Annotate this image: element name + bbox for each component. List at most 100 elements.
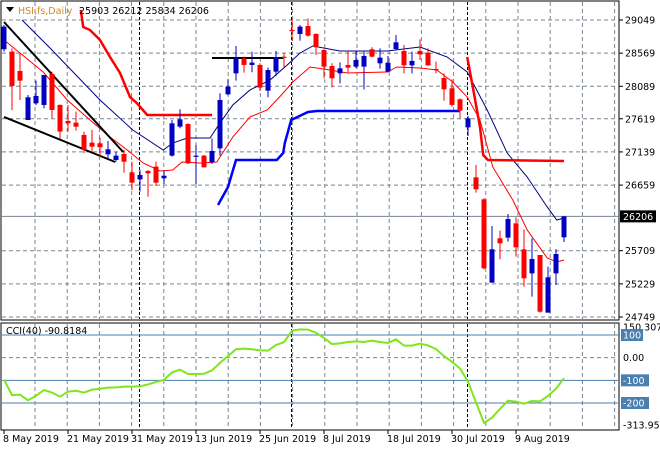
candle-body: [497, 238, 503, 244]
candle-body: [25, 97, 31, 121]
candle-body: [521, 249, 527, 279]
date-label: 31 May 2019: [131, 434, 193, 445]
price-tick-label: 25229: [625, 279, 655, 290]
price-tick-label: 29049: [625, 16, 655, 27]
candle: [489, 225, 495, 283]
candle: [41, 74, 47, 109]
candle: [81, 131, 87, 154]
candle-body: [425, 52, 431, 66]
candle-body: [449, 88, 455, 105]
cci-tick-label: -313.9504: [623, 421, 660, 432]
candle-body: [505, 218, 511, 238]
candle-body: [105, 149, 111, 155]
candle: [217, 93, 223, 156]
candle-body: [273, 57, 279, 72]
candle: [33, 80, 39, 105]
candle: [401, 45, 407, 74]
candle-body: [97, 143, 103, 148]
candle-body: [49, 74, 55, 110]
candle-body: [385, 62, 391, 72]
candle: [521, 229, 527, 287]
candle-body: [249, 62, 255, 65]
candle: [529, 238, 535, 297]
candle-body: [441, 78, 447, 90]
candle-body: [257, 64, 263, 88]
candle: [337, 62, 343, 84]
candle-body: [217, 99, 223, 149]
grid-lines: [2, 2, 618, 429]
candle: [281, 53, 287, 68]
candle: [9, 48, 15, 110]
candle: [321, 49, 327, 79]
candle: [289, 20, 295, 41]
candle: [473, 164, 479, 193]
candle-body: [121, 153, 127, 162]
candle: [145, 169, 151, 197]
candle-body: [17, 70, 23, 81]
cci-tick-label: 100: [623, 331, 641, 342]
cci-level-box: [621, 329, 643, 341]
candle: [1, 24, 7, 52]
candle: [241, 56, 247, 73]
candle-body: [457, 99, 463, 111]
candle-body: [561, 216, 567, 238]
candle-body: [553, 254, 559, 274]
candle: [273, 51, 279, 77]
candle-body: [417, 51, 423, 55]
candle-body: [33, 95, 39, 104]
current-price-box: [620, 210, 656, 223]
candles: [1, 18, 567, 313]
price-tick-label: 28089: [625, 82, 655, 93]
date-label: 25 Jun 2019: [259, 434, 316, 445]
candle-body: [321, 49, 327, 67]
candle-body: [57, 104, 63, 132]
candle: [497, 230, 503, 260]
candle: [113, 151, 119, 162]
cci-panel-border: [0, 322, 620, 431]
candle: [265, 67, 271, 98]
indicator-overlays: [3, 9, 565, 263]
candle: [161, 170, 167, 184]
candle-body: [145, 170, 151, 174]
slow-moving-average: [21, 19, 565, 221]
date-label: 9 Aug 2019: [515, 434, 570, 445]
candle: [553, 249, 559, 286]
candle: [17, 53, 23, 100]
candle: [369, 47, 375, 58]
ohlc-values: 25903 26212 25834 26206: [79, 6, 209, 17]
candle-body: [233, 58, 239, 74]
candle-body: [177, 119, 183, 127]
upper-trendline: [3, 21, 124, 153]
candle: [465, 116, 471, 136]
candle: [433, 61, 439, 74]
price-tick-label: 28569: [625, 49, 655, 60]
candle-body: [129, 172, 135, 183]
candle: [329, 63, 335, 88]
candle: [169, 120, 175, 157]
candle: [57, 104, 63, 139]
resistance-step-line: [465, 56, 565, 163]
candle: [201, 154, 207, 168]
candle: [225, 79, 231, 96]
date-label: 13 Jun 2019: [195, 434, 252, 445]
candle: [137, 169, 143, 192]
triangle-down-icon[interactable]: [6, 7, 14, 12]
period-separators: [139, 2, 468, 429]
price-tick-label: 27619: [625, 114, 655, 125]
cci-label: CCI(40) -90.8184: [6, 326, 87, 337]
candle: [361, 51, 367, 90]
candle: [249, 51, 255, 73]
date-label: 8 May 2019: [3, 434, 59, 445]
candle-body: [9, 51, 15, 86]
candle: [257, 63, 263, 92]
candle: [457, 98, 463, 119]
candle: [129, 161, 135, 190]
candle-body: [313, 33, 319, 48]
current-price-label: 26206: [623, 212, 653, 223]
candle-body: [537, 254, 543, 312]
candle-body: [337, 68, 343, 74]
candle: [409, 51, 415, 74]
candle-body: [73, 122, 79, 127]
candle-body: [137, 174, 143, 180]
